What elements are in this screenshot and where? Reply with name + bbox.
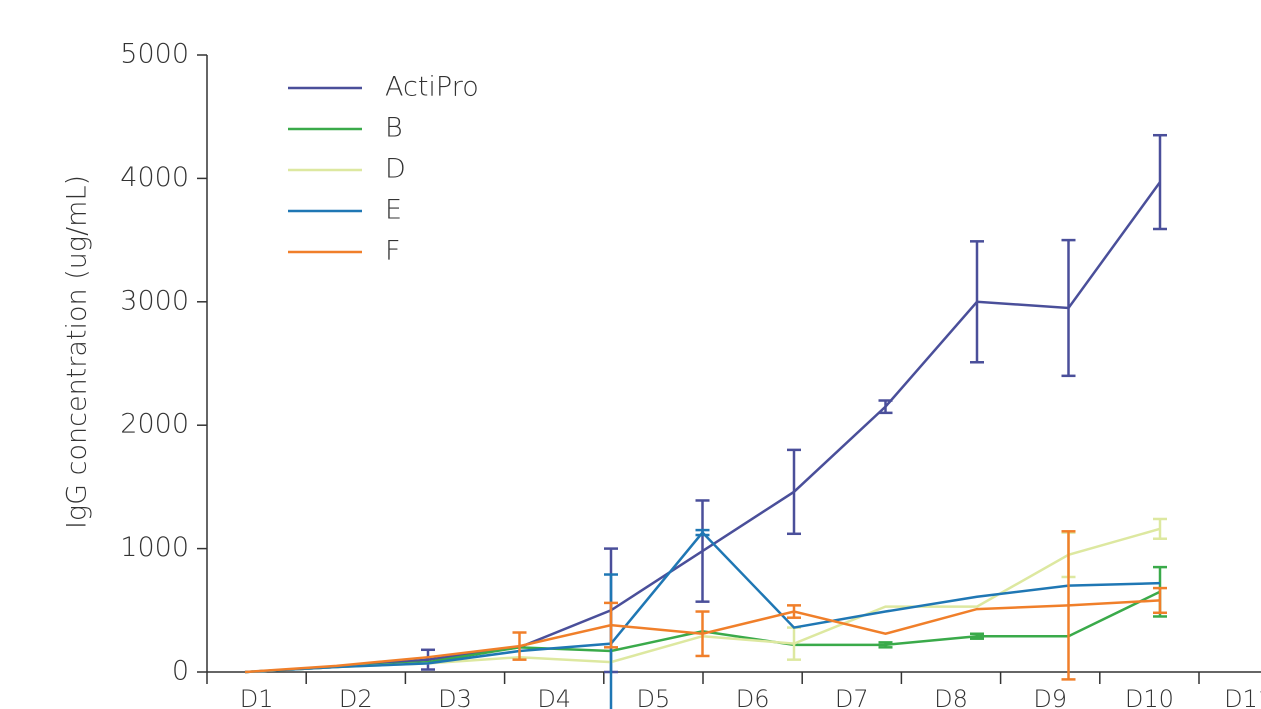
x-tick-label: D2	[339, 685, 373, 709]
y-tick-label: 5000	[120, 39, 189, 70]
error-bar	[1061, 530, 1076, 681]
x-tick-label: D6	[736, 685, 770, 709]
legend-label: D	[385, 154, 406, 185]
x-tick-label: D7	[835, 685, 869, 709]
x-tick-label: D10	[1125, 685, 1174, 709]
y-tick-label: 2000	[120, 409, 189, 440]
error-bar	[970, 240, 984, 364]
error-bar	[1153, 586, 1167, 615]
error-bar	[1153, 133, 1167, 231]
x-tick-label: D9	[1033, 685, 1067, 709]
x-tick-label: D5	[637, 685, 671, 709]
legend-label: ActiPro	[385, 72, 479, 103]
error-bar	[421, 648, 435, 671]
y-axis-label: IgG concentration (ug/mL)	[62, 175, 93, 529]
error-bar	[787, 604, 801, 619]
error-bar	[695, 499, 710, 603]
error-bar	[1153, 517, 1167, 540]
error-bar	[604, 601, 618, 649]
x-tick-label: D3	[438, 685, 472, 709]
x-tick-label: D4	[537, 685, 571, 709]
error-bar	[878, 641, 893, 649]
error-bar	[512, 631, 527, 661]
y-tick-label: 1000	[120, 532, 189, 563]
error-bar	[1061, 238, 1076, 378]
x-tick-label: D1	[240, 685, 274, 709]
legend-label: E	[385, 195, 402, 226]
y-tick-label: 3000	[120, 285, 189, 316]
error-bar	[695, 610, 710, 658]
error-bar	[695, 528, 710, 537]
legend-label: F	[385, 236, 401, 267]
y-tick-label: 0	[172, 656, 189, 687]
legend-label: B	[385, 113, 403, 144]
error-bar	[878, 399, 893, 415]
error-bar	[787, 448, 801, 536]
error-bar	[970, 632, 984, 640]
x-tick-label: D8	[934, 685, 968, 709]
y-tick-label: 4000	[120, 162, 189, 193]
x-tick-label: D11	[1224, 685, 1261, 709]
